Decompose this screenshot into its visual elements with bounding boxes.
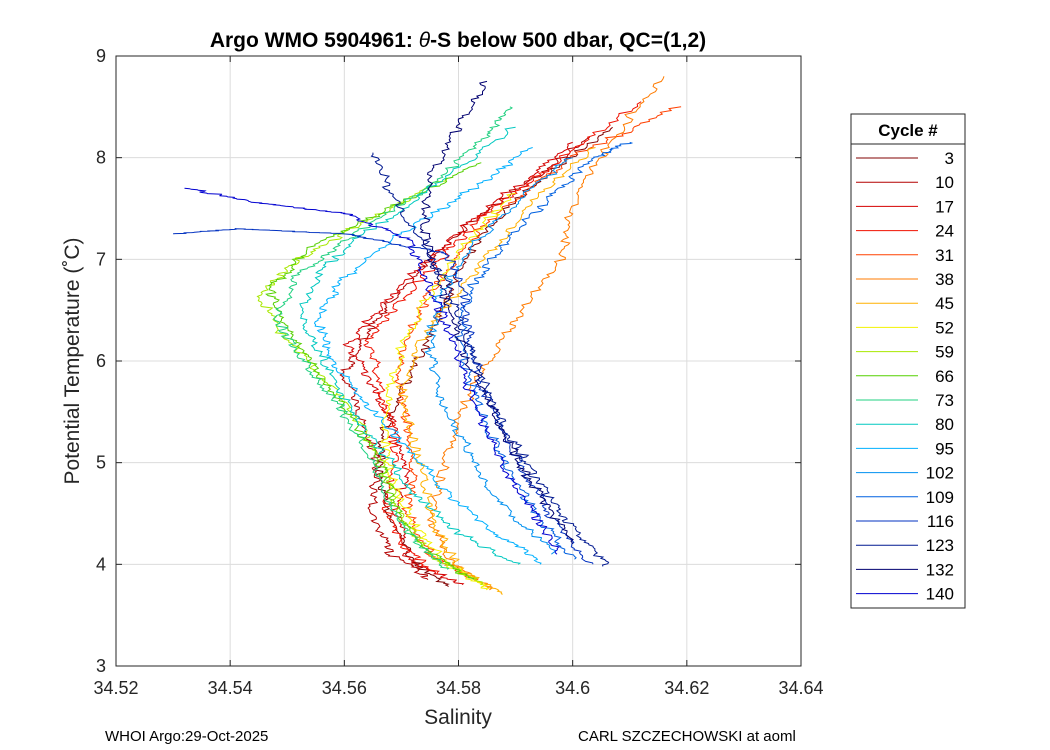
legend-label-cycle-132: 132 (926, 560, 954, 579)
legend-label-cycle-95: 95 (935, 439, 954, 458)
legend-label-cycle-66: 66 (935, 367, 954, 386)
legend-label-cycle-52: 52 (935, 318, 954, 337)
legend-label-cycle-45: 45 (935, 294, 954, 313)
legend-label-cycle-140: 140 (926, 585, 954, 604)
x-tick-label: 34.52 (93, 678, 138, 698)
legend-label-cycle-73: 73 (935, 391, 954, 410)
x-tick-label: 34.58 (436, 678, 481, 698)
y-tick-label: 7 (96, 249, 106, 269)
legend-label-cycle-116: 116 (927, 512, 954, 531)
x-tick-label: 34.62 (664, 678, 709, 698)
chart-title-suffix: -S below 500 dbar, QC=(1,2) (430, 29, 706, 52)
y-tick-label: 9 (96, 46, 106, 66)
chart-title: Argo WMO 5904961: θ-S below 500 dbar, QC… (210, 29, 706, 52)
y-tick-label: 8 (96, 148, 106, 168)
series-line-cycle-102 (424, 157, 573, 555)
series-line-cycle-73 (273, 106, 513, 570)
series-line-cycle-52 (380, 192, 516, 591)
legend-items: 3 10 17 24 31 38 45 52 59 66 73 80 95 102 109 116 123 132… (856, 149, 954, 604)
legend-label-cycle-102: 102 (926, 464, 954, 483)
legend-label-cycle-123: 123 (926, 536, 954, 555)
y-tick-label: 5 (96, 453, 106, 473)
plot-area: 34.52 34.54 34.56 34.58 34.6 34.62 34.64 3 4 5 6 7 8… (93, 46, 823, 698)
legend-label-cycle-17: 17 (935, 197, 954, 216)
legend-label-cycle-59: 59 (935, 343, 954, 362)
series-line-cycle-109 (454, 141, 634, 560)
series-line-cycle-17 (342, 141, 573, 586)
x-tick-label: 34.64 (778, 678, 823, 698)
legend: Cycle # 3 10 17 24 31 38 45 52 59 66 73 80 95 102 109 1… (850, 113, 966, 609)
legend-label-cycle-24: 24 (935, 222, 954, 241)
series-line-cycle-140 (184, 187, 561, 555)
legend-label-cycle-3: 3 (945, 149, 954, 168)
series-line-cycle-132 (419, 80, 574, 545)
footer-right: CARL SZCZECHOWSKI at aoml (578, 728, 796, 745)
x-axis-label: Salinity (424, 706, 492, 729)
x-tick-label: 34.6 (555, 678, 590, 698)
series-line-cycle-45 (395, 147, 596, 595)
legend-title: Cycle # (878, 121, 938, 140)
legend-label-cycle-10: 10 (935, 173, 954, 192)
legend-box (850, 113, 966, 609)
footer-left: WHOI Argo:29-Oct-2025 (105, 728, 268, 745)
legend-label-cycle-109: 109 (926, 488, 954, 507)
series-line-cycle-116 (172, 228, 594, 565)
legend-label-cycle-80: 80 (935, 415, 954, 434)
series-line-cycle-24 (363, 101, 642, 575)
y-axis-label: Potential Temperature (˚C) (61, 237, 84, 484)
legend-label-cycle-38: 38 (935, 270, 954, 289)
y-tick-label: 3 (96, 656, 106, 676)
series-line-cycle-59 (256, 177, 484, 586)
x-tick-label: 34.56 (322, 678, 367, 698)
series-line-cycle-66 (265, 162, 482, 580)
series-line-cycle-80 (299, 126, 522, 565)
legend-label-cycle-31: 31 (935, 246, 954, 265)
series-line-cycle-95 (313, 147, 542, 565)
y-tick-label: 4 (96, 554, 106, 574)
chart-title-theta: θ (419, 29, 431, 52)
y-tick-label: 6 (96, 351, 106, 371)
series-line-cycle-38 (426, 76, 665, 591)
series-line-cycle-123 (370, 152, 610, 567)
axis-ticks: 34.52 34.54 34.56 34.58 34.6 34.62 34.64 3 4 5 6 7 8… (93, 46, 823, 698)
chart-title-prefix: Argo WMO 5904961: (210, 29, 419, 52)
x-tick-label: 34.54 (208, 678, 253, 698)
series-layer (172, 76, 682, 595)
